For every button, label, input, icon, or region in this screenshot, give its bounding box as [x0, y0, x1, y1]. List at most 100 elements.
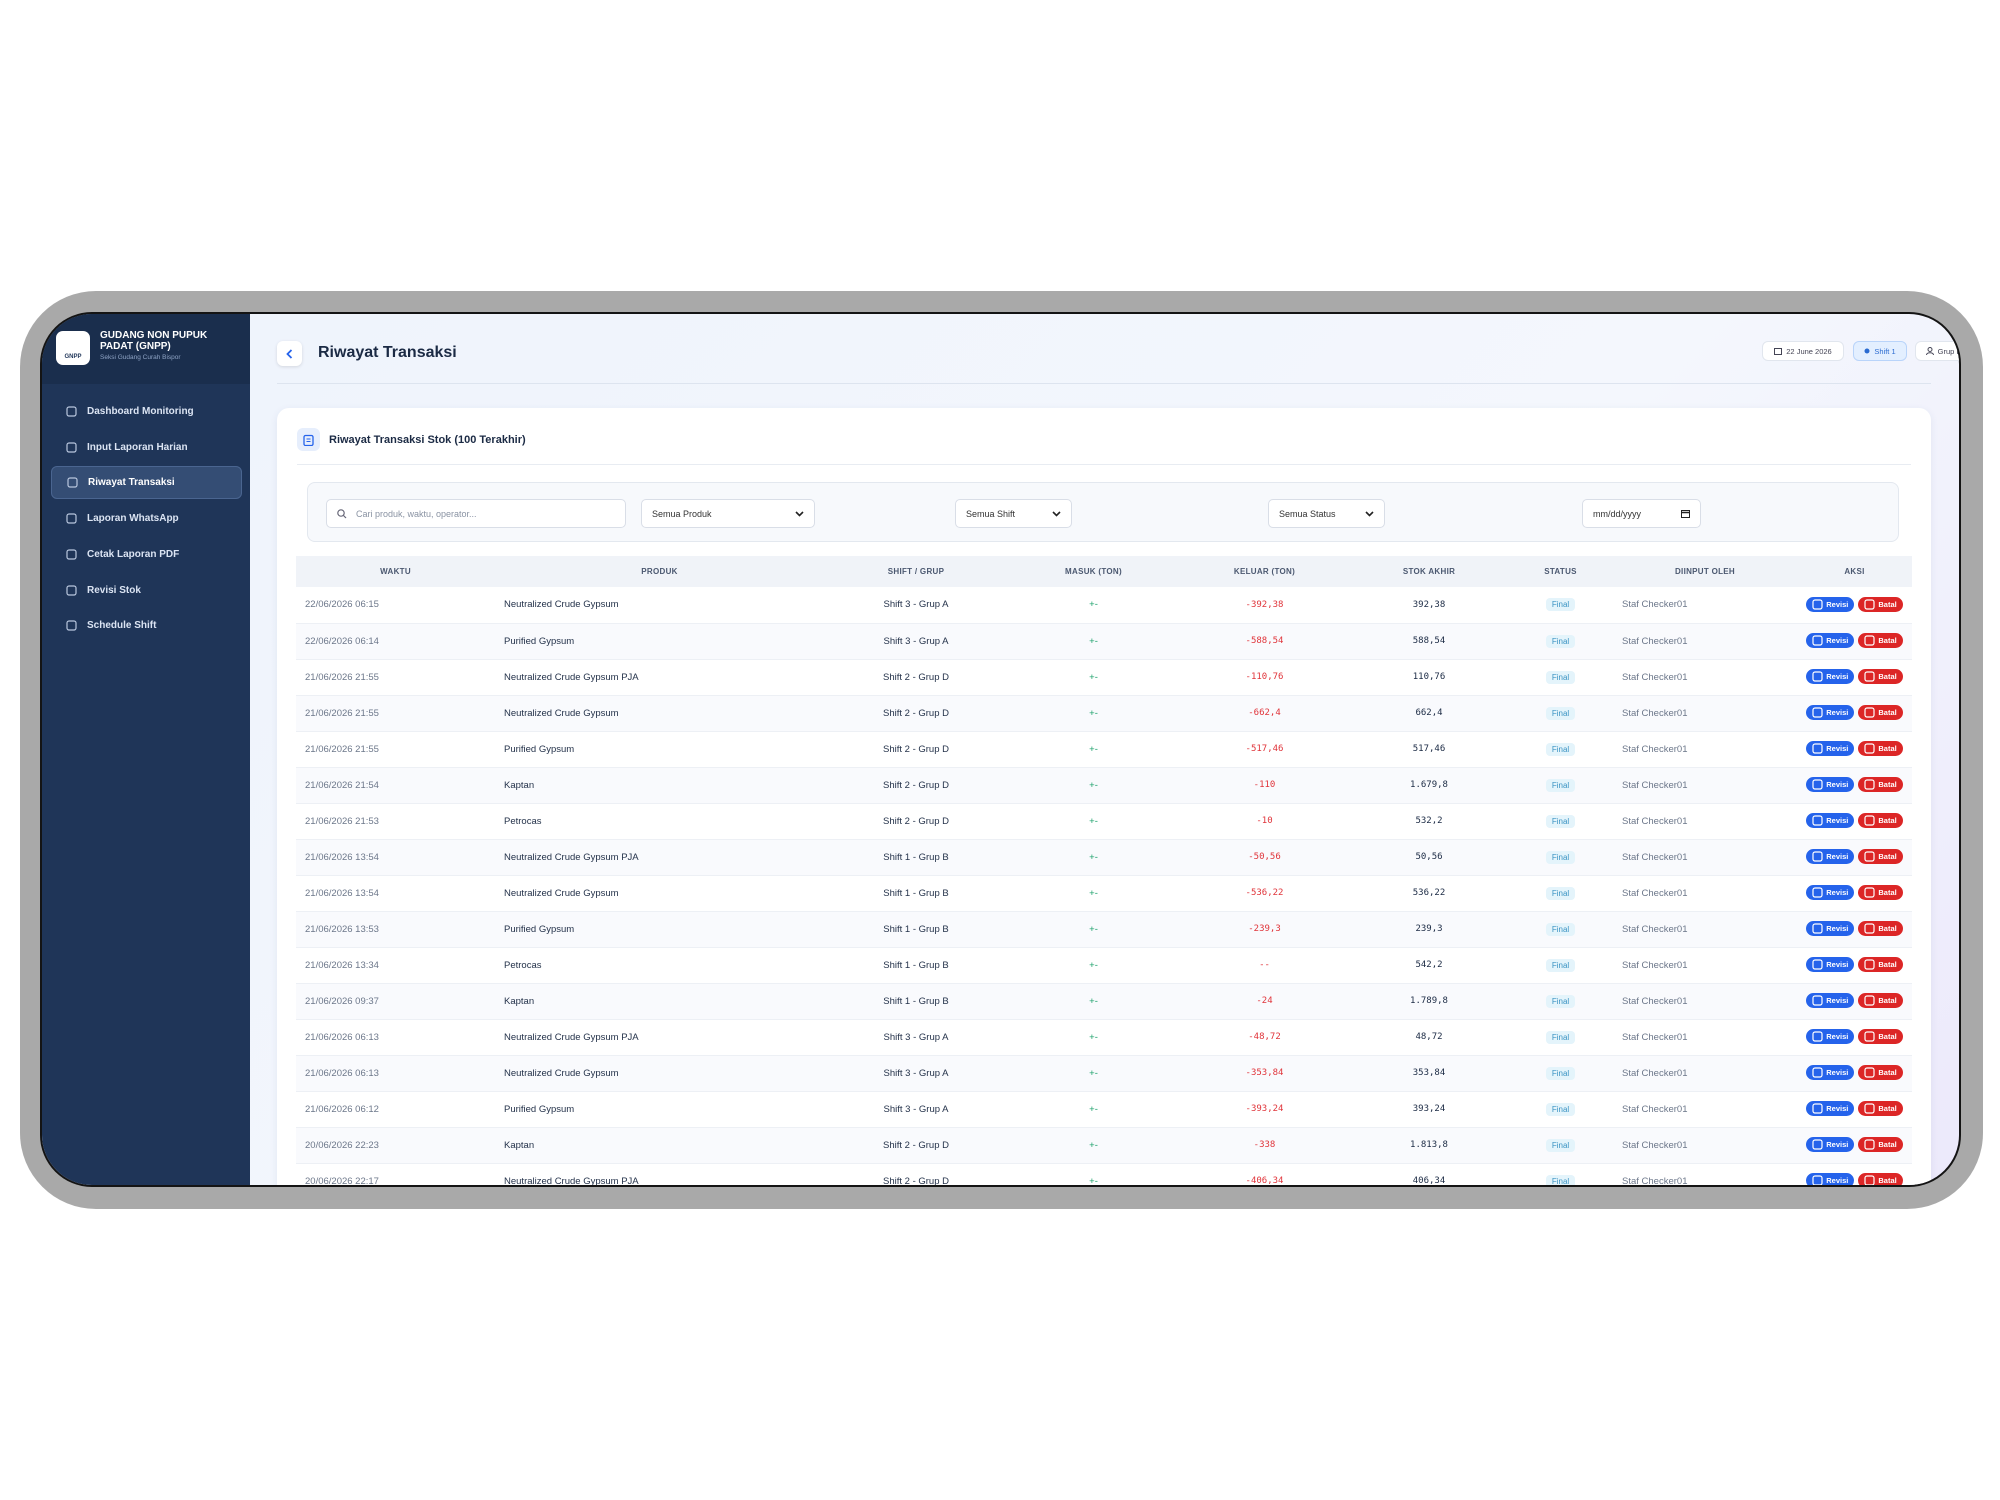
- search-input[interactable]: Cari produk, waktu, operator...: [326, 499, 626, 528]
- icon: [1864, 923, 1875, 934]
- cell: Shift 1 - Grup B: [824, 947, 1008, 984]
- cell: -338: [1179, 1127, 1350, 1164]
- revise-label: Revisi: [1826, 1176, 1849, 1185]
- cancel-button[interactable]: Batal: [1858, 1101, 1903, 1116]
- actions-cell: Revisi Batal: [1797, 911, 1912, 948]
- cancel-button[interactable]: Batal: [1858, 813, 1903, 828]
- revise-label: Revisi: [1826, 960, 1849, 969]
- cancel-button[interactable]: Batal: [1858, 777, 1903, 792]
- cancel-button[interactable]: Batal: [1858, 993, 1903, 1008]
- cancel-button[interactable]: Batal: [1858, 885, 1903, 900]
- revise-button[interactable]: Revisi: [1806, 1173, 1855, 1185]
- cell: Shift 2 - Grup D: [824, 695, 1008, 732]
- cell: 239,3: [1350, 911, 1508, 948]
- cell: 392,38: [1350, 587, 1508, 624]
- icon: [1812, 707, 1823, 718]
- table-row: 21/06/2026 06:13 Neutralized Crude Gypsum…: [296, 1055, 1912, 1092]
- cancel-button[interactable]: Batal: [1858, 957, 1903, 972]
- cell: +-: [1008, 1019, 1179, 1056]
- nav-item[interactable]: Laporan WhatsApp: [51, 502, 242, 535]
- date-input[interactable]: mm/dd/yyyy: [1582, 499, 1701, 528]
- icon: [1864, 887, 1875, 898]
- nav-label: Laporan WhatsApp: [87, 513, 179, 524]
- revise-button[interactable]: Revisi: [1806, 669, 1855, 684]
- revise-button[interactable]: Revisi: [1806, 777, 1855, 792]
- revise-button[interactable]: Revisi: [1806, 813, 1855, 828]
- cell: +-: [1008, 911, 1179, 948]
- nav-item[interactable]: Cetak Laporan PDF: [51, 538, 242, 571]
- cancel-label: Batal: [1878, 672, 1897, 681]
- revise-label: Revisi: [1826, 1140, 1849, 1149]
- cancel-button[interactable]: Batal: [1858, 921, 1903, 936]
- revise-button[interactable]: Revisi: [1806, 1065, 1855, 1080]
- status-badge: Final: [1545, 778, 1576, 792]
- cell: Final: [1508, 911, 1613, 948]
- nav-item[interactable]: Input Laporan Harian: [51, 431, 242, 464]
- cell: Final: [1508, 875, 1613, 912]
- revise-button[interactable]: Revisi: [1806, 921, 1855, 936]
- nav-item[interactable]: Schedule Shift: [51, 609, 242, 642]
- revise-button[interactable]: Revisi: [1806, 1137, 1855, 1152]
- table-row: 21/06/2026 21:55 Neutralized Crude Gypsum…: [296, 659, 1912, 696]
- table-row: 21/06/2026 13:54 Neutralized Crude Gypsum…: [296, 839, 1912, 876]
- cell: Staf Checker01: [1613, 875, 1797, 912]
- revise-button[interactable]: Revisi: [1806, 596, 1855, 612]
- cancel-button[interactable]: Batal: [1858, 596, 1903, 612]
- cancel-button[interactable]: Batal: [1858, 633, 1903, 648]
- cancel-button[interactable]: Batal: [1858, 741, 1903, 756]
- group-chip: Grup B: [1915, 341, 1959, 361]
- column-header: STOK AKHIR: [1350, 556, 1508, 587]
- status-select[interactable]: Semua Status: [1268, 499, 1385, 528]
- cancel-label: Batal: [1878, 816, 1897, 825]
- cancel-label: Batal: [1878, 1068, 1897, 1077]
- cell: Kaptan: [495, 767, 824, 804]
- table-row: 21/06/2026 21:54 Kaptan Shift 2 - Grup D +-…: [296, 767, 1912, 804]
- cancel-button[interactable]: Batal: [1858, 849, 1903, 864]
- shift-select[interactable]: Semua Shift: [955, 499, 1072, 528]
- icon: [66, 513, 77, 524]
- cell: Petrocas: [495, 803, 824, 840]
- cell: Final: [1508, 659, 1613, 696]
- cell: Final: [1508, 695, 1613, 732]
- revise-button[interactable]: Revisi: [1806, 741, 1855, 756]
- column-header: STATUS: [1508, 556, 1613, 587]
- icon: [1864, 1067, 1875, 1078]
- cancel-button[interactable]: Batal: [1858, 1137, 1903, 1152]
- nav-item[interactable]: Revisi Stok: [51, 574, 242, 607]
- revise-button[interactable]: Revisi: [1806, 885, 1855, 900]
- cell: 21/06/2026 06:13: [296, 1055, 495, 1092]
- icon: [1864, 995, 1875, 1006]
- status-badge: Final: [1545, 598, 1576, 612]
- cell: Shift 3 - Grup A: [824, 1019, 1008, 1056]
- cell: 21/06/2026 06:12: [296, 1091, 495, 1128]
- card-icon: [297, 428, 320, 451]
- revise-button[interactable]: Revisi: [1806, 849, 1855, 864]
- cell: Final: [1508, 983, 1613, 1020]
- cancel-button[interactable]: Batal: [1858, 705, 1903, 720]
- cancel-button[interactable]: Batal: [1858, 1029, 1903, 1044]
- revise-button[interactable]: Revisi: [1806, 633, 1855, 648]
- cell: Staf Checker01: [1613, 1019, 1797, 1056]
- icon: [1864, 671, 1875, 682]
- revise-button[interactable]: Revisi: [1806, 1029, 1855, 1044]
- revise-button[interactable]: Revisi: [1806, 993, 1855, 1008]
- product-select[interactable]: Semua Produk: [641, 499, 815, 528]
- revise-button[interactable]: Revisi: [1806, 1101, 1855, 1116]
- table-row: 21/06/2026 21:55 Purified Gypsum Shift 2 -…: [296, 731, 1912, 768]
- icon: [1812, 671, 1823, 682]
- revise-button[interactable]: Revisi: [1806, 957, 1855, 972]
- table-row: 21/06/2026 13:34 Petrocas Shift 1 - Grup B…: [296, 947, 1912, 984]
- cell: 542,2: [1350, 947, 1508, 984]
- cancel-button[interactable]: Batal: [1858, 669, 1903, 684]
- cancel-button[interactable]: Batal: [1858, 1065, 1903, 1080]
- table-header: WAKTU PRODUK SHIFT / GRUP MASUK (TON) KELUAR…: [296, 556, 1912, 587]
- cancel-button[interactable]: Batal: [1858, 1173, 1903, 1185]
- actions-cell: Revisi Batal: [1797, 623, 1912, 660]
- icon: [66, 549, 77, 560]
- table-row: 20/06/2026 22:17 Neutralized Crude Gypsum…: [296, 1163, 1912, 1185]
- nav-item[interactable]: Dashboard Monitoring: [51, 395, 242, 428]
- nav-item[interactable]: Riwayat Transaksi: [51, 466, 242, 499]
- revise-button[interactable]: Revisi: [1806, 705, 1855, 720]
- back-button[interactable]: [277, 341, 302, 366]
- cell: -406,34: [1179, 1163, 1350, 1185]
